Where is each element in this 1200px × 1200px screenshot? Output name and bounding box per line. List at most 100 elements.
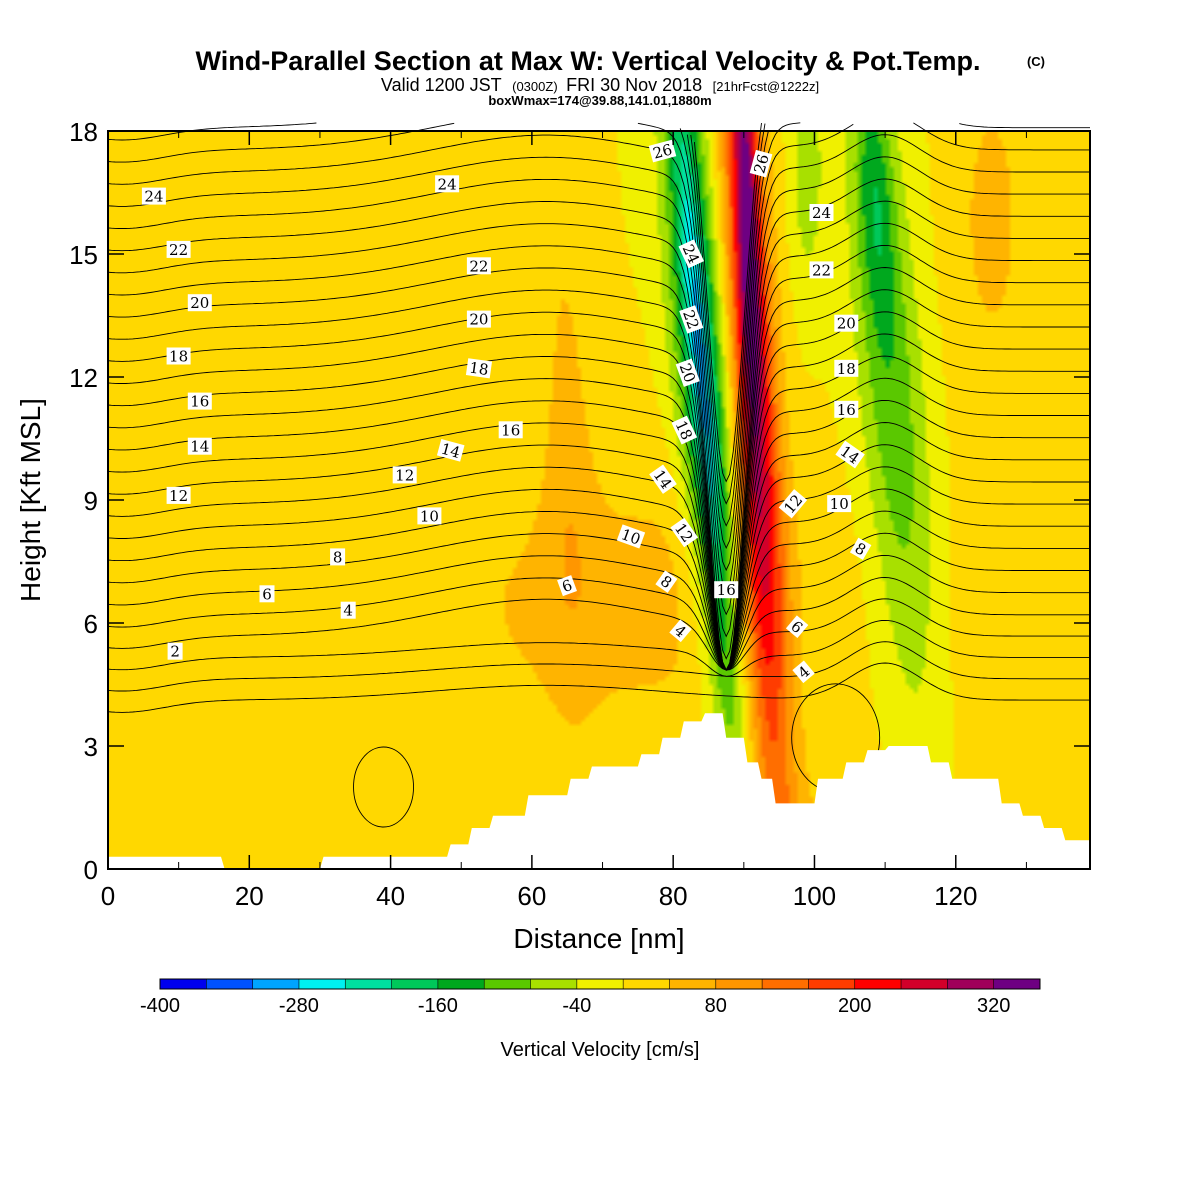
y-tick-label: 12 [69, 363, 98, 393]
contour-label: 4 [792, 660, 815, 684]
contour-label: 12 [392, 466, 417, 484]
contour-label-bg [466, 310, 491, 328]
theta-contour [959, 123, 1090, 129]
contour-label: 14 [187, 437, 212, 456]
contour-label-bg [785, 615, 809, 639]
theta-contour [107, 355, 1090, 671]
contour-label: 14 [436, 439, 465, 462]
contour-label: 18 [465, 358, 493, 379]
contour-label: 20 [466, 310, 491, 329]
contour-label-bg [436, 439, 465, 462]
contour-label-text: 16 [837, 401, 856, 419]
contour-label: 22 [166, 240, 191, 259]
contour-label-text: 22 [679, 308, 702, 332]
contour-label-bg [655, 570, 678, 593]
contour-label-text: 10 [420, 507, 439, 525]
colorbar-swatch [947, 979, 995, 989]
y-tick-label: 0 [84, 855, 98, 885]
contour-label: 6 [557, 575, 577, 597]
contour-label: 8 [330, 548, 346, 566]
contour-label: 22 [809, 261, 834, 279]
contour-label-bg [827, 495, 852, 513]
contour-label-bg [834, 400, 859, 418]
y-tick-label: 6 [84, 609, 98, 639]
contour-label-text: 24 [812, 204, 831, 222]
contour-label-text: 24 [438, 175, 457, 193]
theta-contour [107, 662, 1090, 713]
contour-label-bg [466, 257, 491, 275]
theta-contour [107, 577, 1090, 671]
contour-label-bg [392, 466, 417, 484]
contour-label: 20 [676, 358, 700, 387]
theta-contour [107, 444, 1090, 671]
colorbar-swatch [623, 979, 670, 989]
contour-label: 8 [849, 537, 872, 560]
contour-label-text: 16 [190, 393, 209, 411]
x-tick-label: 100 [793, 881, 836, 911]
contour-label-bg [679, 305, 704, 334]
contour-label-bg [166, 486, 191, 504]
colorbar-tick-label: 200 [838, 995, 871, 1017]
contour-label-text: 12 [395, 466, 414, 484]
contour-label-bg [834, 359, 859, 377]
contour-label-bg [792, 660, 815, 684]
contour-label-bg [557, 575, 577, 597]
contour-label: 10 [827, 495, 852, 513]
contour-label-text: 18 [169, 348, 188, 366]
theta-contour [107, 598, 1090, 671]
colorbar-swatch [298, 979, 346, 989]
theta-contour [107, 289, 1090, 671]
colorbar-tick-label: -280 [279, 995, 319, 1017]
contour-label: 18 [834, 359, 859, 378]
x-tick-label: 80 [659, 881, 688, 911]
contour-label-text: 22 [169, 241, 188, 259]
theta-contour [679, 122, 801, 550]
contour-label-bg [835, 440, 865, 469]
contour-label-bg [649, 464, 677, 494]
contour-label-bg [834, 314, 859, 332]
theta-contour [107, 222, 1090, 672]
colorbar-tick-label: -40 [562, 995, 591, 1017]
colorbar-swatch [762, 979, 809, 989]
contour-label-bg [187, 437, 212, 455]
contour-label: 12 [166, 486, 191, 505]
chart-title: Wind-Parallel Section at Max W: Vertical… [196, 46, 981, 76]
contour-label-text: 14 [439, 440, 462, 462]
contour-label-text: 22 [469, 257, 488, 275]
theta-contour [353, 746, 414, 828]
theta-contour [107, 200, 1090, 660]
contour-label: 16 [714, 581, 739, 599]
contour-label: 26 [648, 139, 677, 163]
y-axis-ticks: 0 3 6 9 12 15 18 [69, 117, 1090, 885]
contour-label-bg [330, 548, 346, 566]
forecast-hour: [21hrFcst@1222z] [713, 79, 819, 94]
y-tick-label: 15 [69, 240, 98, 270]
contour-label: 26 [749, 149, 773, 178]
colorbar-swatch [160, 979, 207, 989]
contour-label-bg [616, 524, 646, 549]
vertical-velocity-field [108, 131, 1090, 869]
theta-contour [107, 466, 1090, 671]
x-axis-ticks: 0 20 40 60 80 100 120 [101, 131, 1027, 911]
contour-label-bg [187, 392, 212, 410]
x-tick-label: 20 [235, 881, 264, 911]
colorbar-swatch [854, 979, 902, 989]
contour-label-text: 8 [333, 548, 343, 566]
contour-label-bg [809, 204, 834, 221]
theta-contour [107, 532, 1090, 671]
colorbar-tick-label: 320 [977, 995, 1010, 1017]
colorbar-tick-label: 80 [705, 995, 727, 1017]
contour-label-text: 20 [469, 311, 488, 329]
contour-label-text: 16 [501, 421, 520, 439]
contour-label: 22 [679, 305, 704, 334]
contour-label: 6 [259, 585, 275, 603]
contour-label: 8 [655, 570, 678, 593]
contour-label-bg [435, 175, 460, 193]
theta-contour [107, 311, 1090, 671]
contour-label-bg [141, 187, 166, 205]
valid-time-line: Valid 1200 JST (0300Z) FRI 30 Nov 2018 [… [381, 75, 819, 95]
contour-label-bg [259, 585, 275, 603]
contour-label-bg [778, 489, 808, 519]
contour-label-bg [465, 358, 493, 379]
